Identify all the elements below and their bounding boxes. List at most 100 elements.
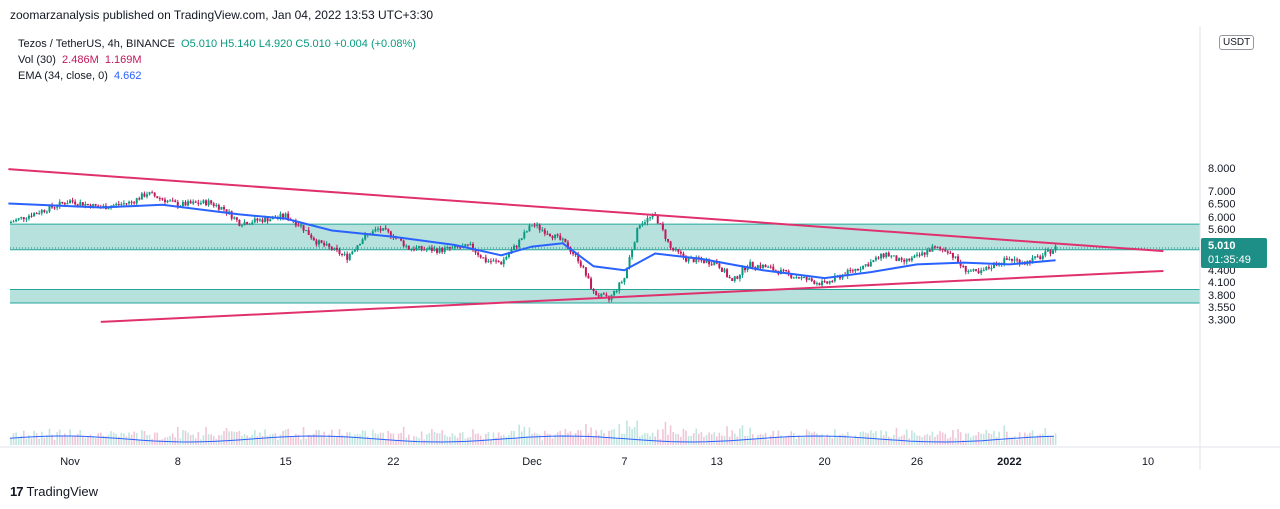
volume-bar [985,429,988,445]
candle-body [605,294,608,297]
candle-body [187,201,190,206]
candle-body [754,266,757,269]
candle-body [441,247,444,252]
candle-body [702,260,705,263]
candle-body [900,258,903,260]
candle-body [307,230,310,235]
candle-body [556,234,559,236]
volume-bar [518,424,520,445]
candle-body [723,269,726,272]
x-tick-0: Nov [60,456,80,468]
volume-bar [313,433,315,445]
volume-bar [292,437,295,445]
volume-bar [713,432,716,445]
candle-body [741,267,744,275]
volume-bar [377,434,379,445]
candle-body [338,249,341,255]
candle-body [40,210,43,214]
volume-bar [541,440,544,445]
volume-bar [739,428,741,445]
candle-body [163,199,166,203]
candle-body [464,244,467,247]
legend-ema-label[interactable]: EMA (34, close, 0) [18,70,108,82]
candle-body [387,229,390,232]
candle-body [454,245,456,248]
volume-bar [936,434,939,445]
chart-area[interactable]: 8.0007.0006.5006.0005.6005.2004.8004.400… [0,26,1280,474]
volume-bar [662,429,664,445]
volume-bar [603,432,605,445]
volume-bar [425,434,428,445]
candle-body [233,217,236,219]
volume-bar [626,420,628,445]
candle-body [415,247,418,251]
candle-body [466,244,469,246]
candle-body [246,222,249,225]
volume-bar [682,428,685,445]
candle-body [669,241,672,248]
volume-bar [839,434,841,445]
candle-body [112,205,115,207]
volume-bar [74,435,76,445]
candle-body [615,290,618,292]
volume-bar [597,434,600,445]
volume-bar [431,429,433,445]
candle-body [495,260,498,262]
volume-bar [767,440,769,445]
candle-body [736,276,739,279]
volume-bar [202,435,205,445]
candle-body [1052,250,1055,254]
volume-bar [333,435,336,445]
volume-bar [844,434,846,445]
footer-brand[interactable]: 17 TradingView [10,484,98,499]
volume-bar [698,433,700,445]
volume-bar [169,435,171,445]
price-chart[interactable]: 8.0007.0006.5006.0005.6005.2004.8004.400… [0,26,1280,474]
legend-vol-label[interactable]: Vol (30) [18,54,56,66]
candle-body [505,257,508,260]
candle-body [53,207,56,209]
volume-bar [269,434,271,445]
x-tick-5: 7 [621,456,627,468]
candle-body [107,208,110,210]
candle-body [582,266,585,268]
volume-bar [428,433,431,445]
currency-label[interactable]: USDT [1219,35,1255,50]
candle-body [579,261,582,267]
volume-bar [492,432,495,445]
volume-bar [84,437,87,445]
volume-bar [667,434,669,445]
candle-body [561,238,564,240]
volume-bar [58,429,61,445]
candle-body [320,240,323,243]
volume-bar [384,439,387,445]
candle-body [148,192,151,195]
volume-ma-line [9,435,1055,443]
trendlines [8,168,1164,323]
volume-bar [336,436,338,445]
volume-bar [17,437,20,445]
candle-body [325,243,328,246]
candle-body [253,218,256,223]
volume-bar [556,432,559,445]
candle-body [805,276,808,280]
candle-body [808,278,811,280]
candle-body [584,267,587,276]
candle-body [892,255,895,257]
volume-bar [564,428,567,445]
volume-bar [633,427,636,445]
volume-bar [354,434,356,445]
candle-body [710,264,713,266]
volume-bar [949,437,952,445]
legend-symbol[interactable]: Tezos / TetherUS, 4h, BINANCE [18,38,175,50]
volume-bar [716,436,718,445]
volume-bar [818,435,821,445]
volume-bar [757,434,759,445]
volume-bar [1052,436,1054,445]
candle-body [1034,256,1037,258]
volume-bar [885,431,887,445]
candle-body [528,225,531,232]
candle-body [1016,259,1019,261]
candle-body [975,269,978,271]
volume-bar [382,432,384,445]
